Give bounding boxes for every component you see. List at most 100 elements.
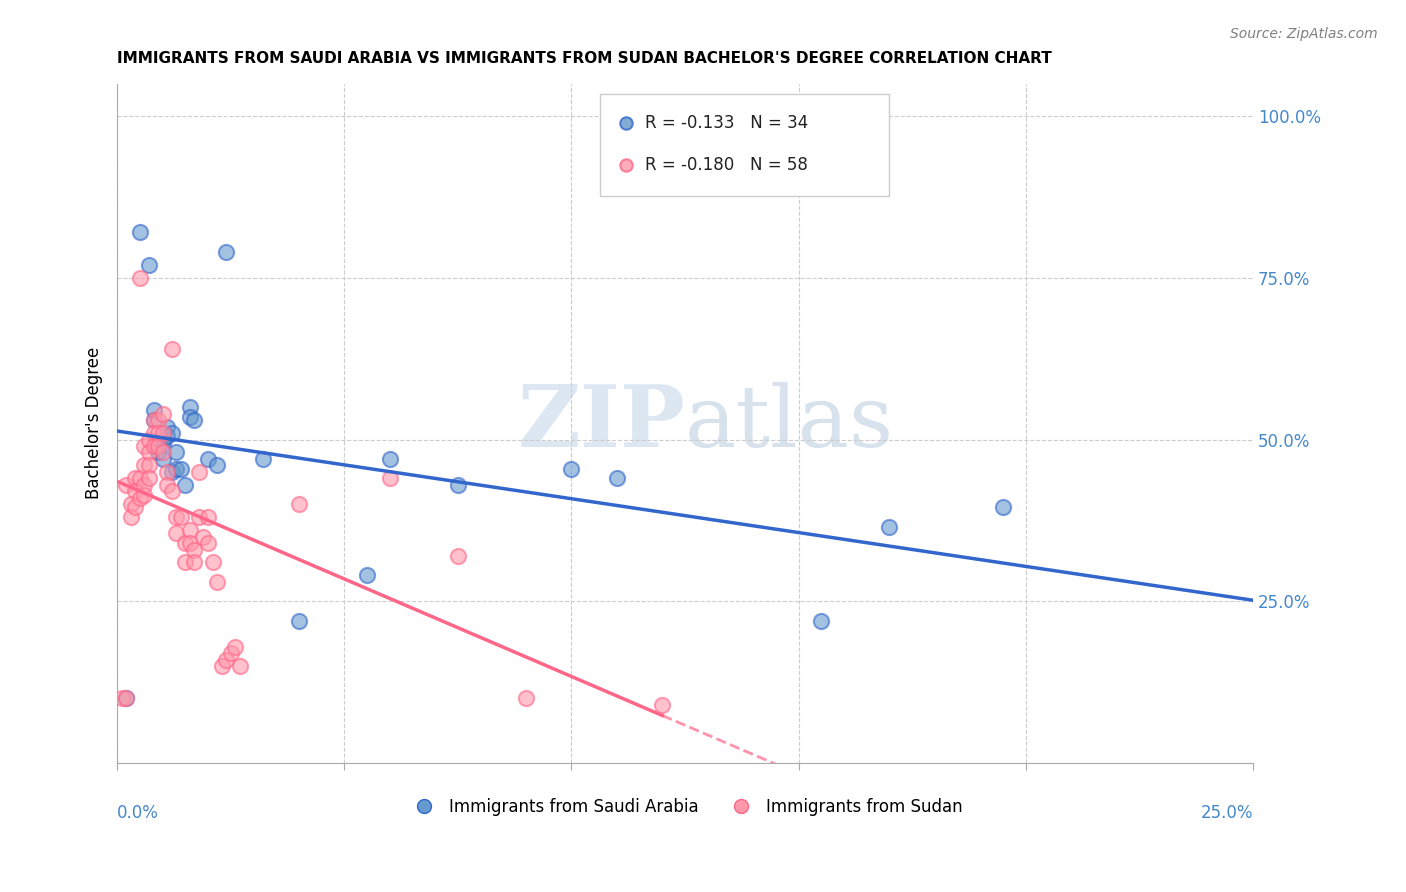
Text: R = -0.133   N = 34: R = -0.133 N = 34: [645, 114, 808, 132]
Point: [115, 691, 138, 706]
Text: 0.0%: 0.0%: [117, 804, 159, 822]
Point: [152, 435, 174, 450]
Point: [146, 445, 169, 459]
Point: [142, 413, 165, 427]
Point: [120, 510, 142, 524]
Point: [229, 659, 252, 673]
Point: [142, 439, 165, 453]
Point: [160, 484, 183, 499]
Point: [188, 510, 211, 524]
Point: [447, 549, 470, 563]
Point: [138, 258, 160, 272]
Point: [288, 497, 311, 511]
Point: [160, 425, 183, 440]
Point: [152, 425, 174, 440]
Point: [146, 425, 169, 440]
Point: [142, 403, 165, 417]
Point: [142, 425, 165, 440]
Point: [252, 451, 274, 466]
Point: [991, 500, 1014, 515]
Point: [134, 478, 156, 492]
Point: [152, 451, 174, 466]
Point: [188, 465, 211, 479]
Point: [197, 451, 219, 466]
Point: [219, 646, 242, 660]
Point: [138, 458, 160, 473]
Point: [378, 451, 401, 466]
Point: [651, 698, 673, 712]
Point: [124, 484, 146, 499]
Point: [183, 542, 205, 557]
Point: [146, 439, 169, 453]
Point: [606, 471, 628, 485]
Point: [146, 435, 169, 450]
Point: [179, 523, 201, 537]
Point: [120, 497, 142, 511]
Point: [201, 556, 224, 570]
Point: [193, 530, 215, 544]
Point: [197, 536, 219, 550]
Point: [165, 510, 187, 524]
Point: [515, 691, 537, 706]
Point: [179, 409, 201, 424]
Y-axis label: Bachelor's Degree: Bachelor's Degree: [86, 347, 103, 500]
Point: [165, 461, 187, 475]
Point: [152, 445, 174, 459]
Point: [165, 526, 187, 541]
Point: [197, 510, 219, 524]
Point: [378, 471, 401, 485]
Point: [124, 500, 146, 515]
Point: [134, 458, 156, 473]
Point: [356, 568, 378, 582]
Point: [152, 407, 174, 421]
Point: [142, 413, 165, 427]
Point: [138, 471, 160, 485]
Point: [447, 478, 470, 492]
Point: [129, 226, 152, 240]
Text: IMMIGRANTS FROM SAUDI ARABIA VS IMMIGRANTS FROM SUDAN BACHELOR'S DEGREE CORRELAT: IMMIGRANTS FROM SAUDI ARABIA VS IMMIGRAN…: [117, 51, 1052, 66]
Point: [288, 614, 311, 628]
Point: [124, 471, 146, 485]
Point: [138, 433, 160, 447]
Point: [156, 419, 179, 434]
Point: [215, 244, 238, 259]
Point: [174, 536, 197, 550]
Point: [170, 510, 193, 524]
Point: [179, 400, 201, 414]
Point: [174, 556, 197, 570]
Point: [211, 659, 233, 673]
Point: [156, 429, 179, 443]
Point: [165, 445, 187, 459]
Point: [183, 413, 205, 427]
Text: atlas: atlas: [685, 382, 894, 465]
Point: [156, 478, 179, 492]
Text: Source: ZipAtlas.com: Source: ZipAtlas.com: [1230, 27, 1378, 41]
FancyBboxPatch shape: [600, 94, 890, 195]
Point: [174, 478, 197, 492]
Point: [134, 487, 156, 501]
Text: ZIP: ZIP: [517, 381, 685, 466]
Point: [115, 691, 138, 706]
Point: [152, 433, 174, 447]
Point: [560, 461, 582, 475]
Point: [205, 574, 228, 589]
Point: [129, 471, 152, 485]
Point: [115, 478, 138, 492]
Point: [156, 465, 179, 479]
Legend: Immigrants from Saudi Arabia, Immigrants from Sudan: Immigrants from Saudi Arabia, Immigrants…: [401, 791, 969, 822]
Point: [129, 270, 152, 285]
Point: [224, 640, 246, 654]
Point: [134, 439, 156, 453]
Point: [205, 458, 228, 473]
Point: [179, 536, 201, 550]
Point: [146, 413, 169, 427]
Point: [111, 691, 134, 706]
Point: [170, 461, 193, 475]
Point: [215, 652, 238, 666]
Point: [810, 614, 832, 628]
Point: [879, 520, 901, 534]
Point: [183, 556, 205, 570]
Text: 25.0%: 25.0%: [1201, 804, 1253, 822]
Point: [160, 342, 183, 356]
Point: [129, 491, 152, 505]
